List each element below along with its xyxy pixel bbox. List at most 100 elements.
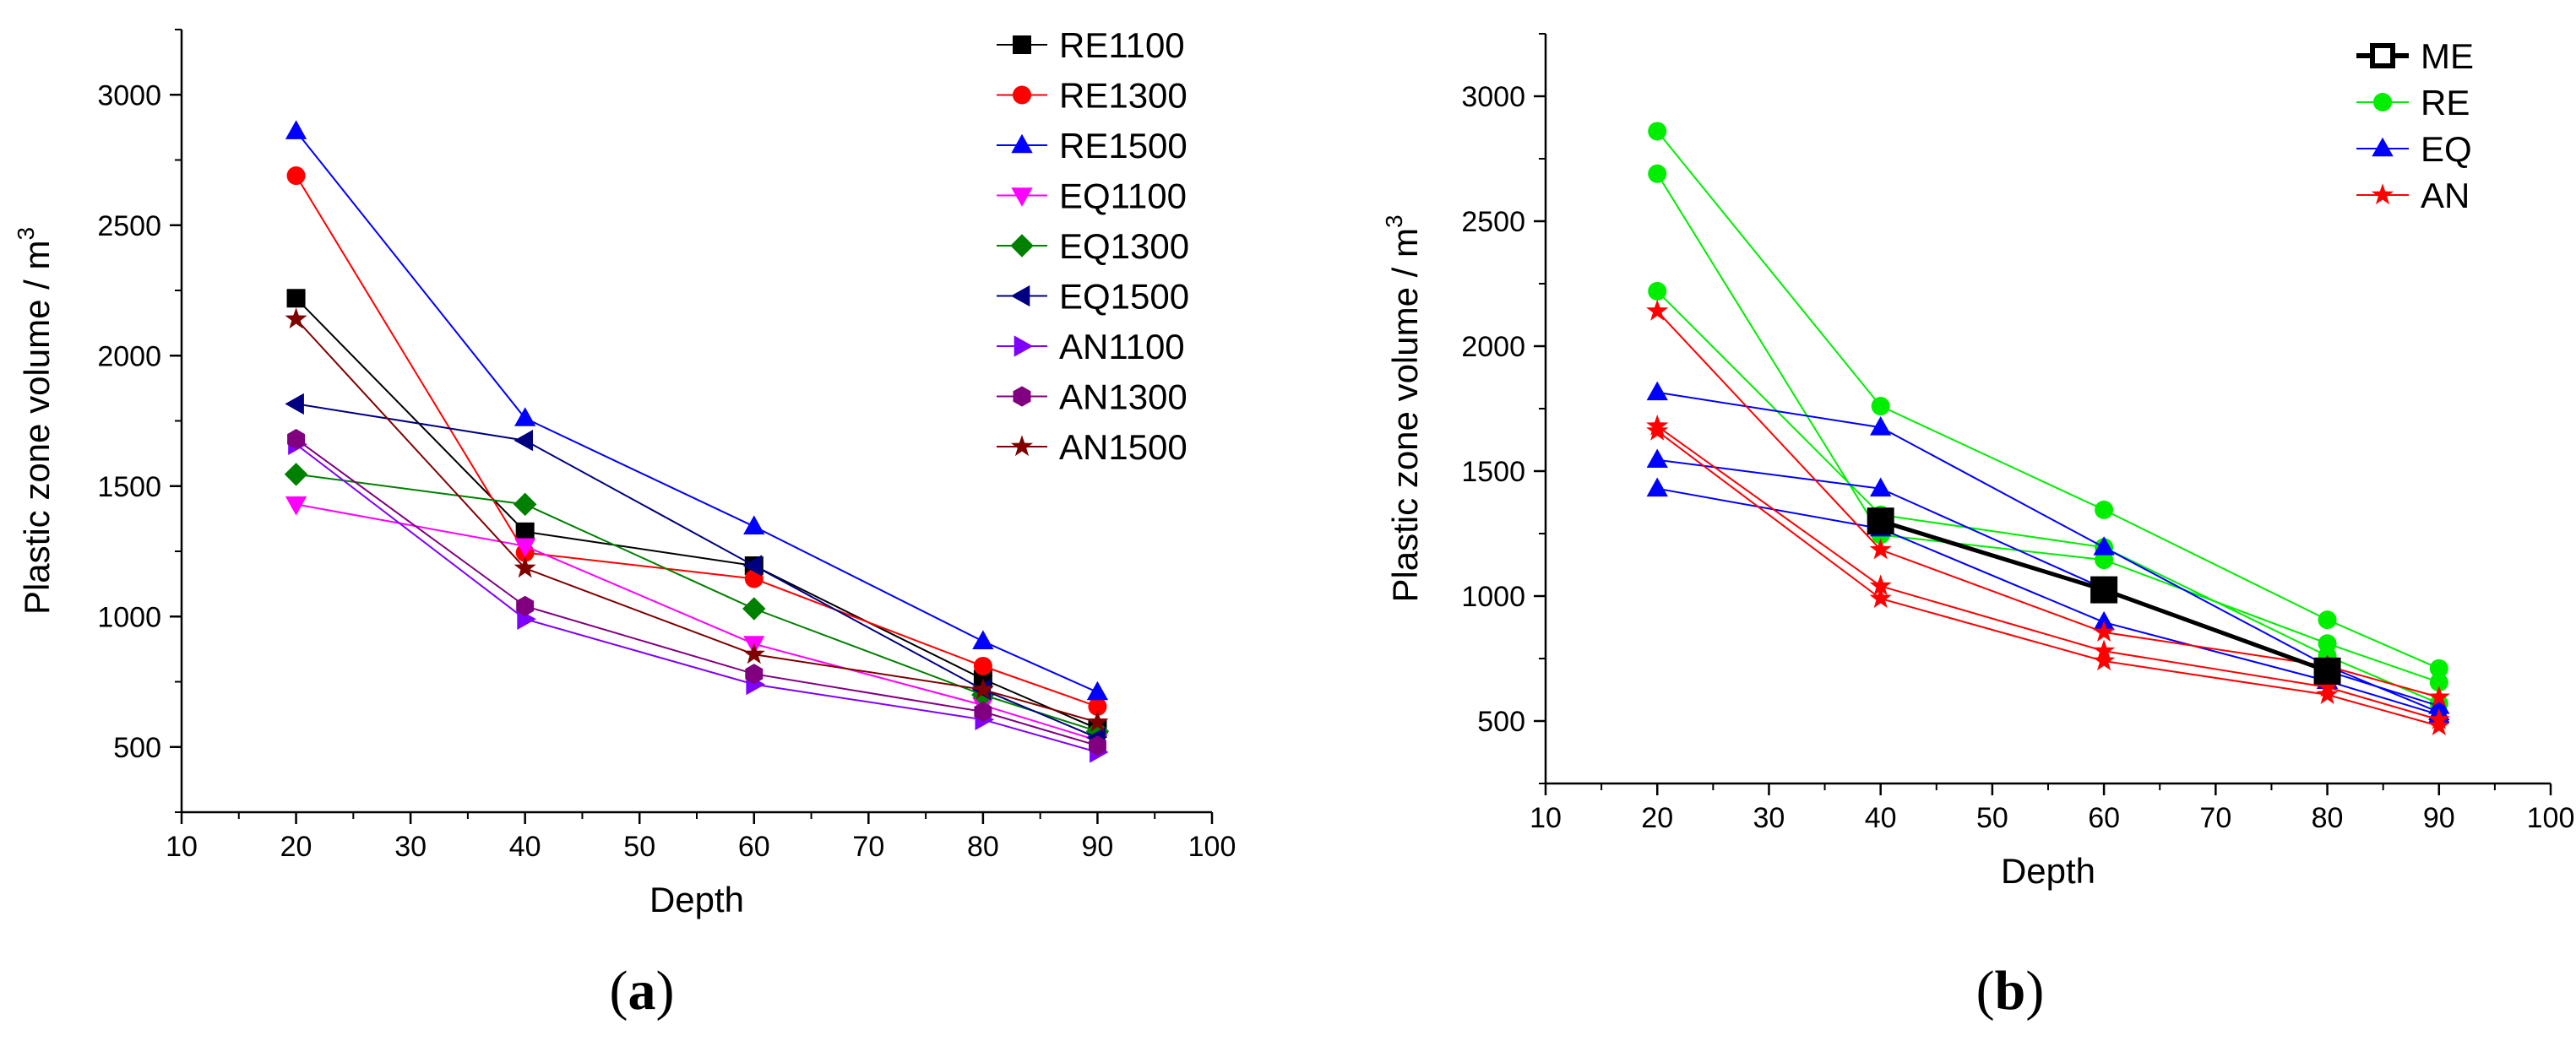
y-tick-label: 1000 bbox=[1461, 581, 1525, 613]
legend-marker-an1500 bbox=[1010, 435, 1034, 457]
legend-marker-eq bbox=[2372, 137, 2394, 157]
y-axis-title-superscript: 3 bbox=[13, 227, 39, 241]
series-line-re bbox=[1656, 130, 2440, 670]
x-tick-label: 20 bbox=[1641, 802, 1673, 834]
series-re1500 bbox=[285, 120, 1109, 701]
x-tick-label: 20 bbox=[280, 831, 312, 863]
data-point-an bbox=[2316, 675, 2339, 697]
data-point-re1300 bbox=[1088, 697, 1107, 716]
data-point-an1500 bbox=[514, 556, 536, 578]
chart-b: 10 20 30 40 50 60 70 80 90 100 500 1000 1500 2000 2500… bbox=[1381, 33, 2574, 891]
panel-label-b: (b) bbox=[1976, 960, 2045, 1022]
legend-marker-eq1300 bbox=[1010, 234, 1034, 258]
data-point-re bbox=[1648, 122, 1667, 141]
series-an bbox=[1646, 299, 2450, 735]
data-point-eq bbox=[1870, 416, 1892, 436]
data-point-an bbox=[1869, 538, 1892, 560]
data-point-an bbox=[2316, 683, 2339, 704]
data-point-an1300 bbox=[1089, 735, 1106, 756]
legend-marker-re1300 bbox=[1013, 85, 1031, 105]
data-point-me bbox=[2090, 576, 2118, 604]
x-tick-label: 10 bbox=[166, 831, 198, 863]
data-point-eq bbox=[1646, 448, 1668, 468]
x-tick-label: 90 bbox=[1082, 831, 1114, 863]
data-point-re1500 bbox=[972, 630, 994, 649]
data-point-re1500 bbox=[514, 407, 536, 426]
y-tick-label: 500 bbox=[113, 732, 161, 764]
legend-label-an1100: AN1100 bbox=[1059, 327, 1185, 366]
data-point-eq bbox=[1646, 477, 1668, 497]
x-tick-label: 70 bbox=[2199, 802, 2231, 834]
data-point-re1500 bbox=[285, 120, 307, 139]
data-point-eq1300 bbox=[284, 463, 308, 486]
x-axis-title: Depth bbox=[649, 880, 744, 919]
legend-label-an: AN bbox=[2421, 176, 2470, 215]
data-point-an1500 bbox=[285, 307, 307, 329]
data-point-an1300 bbox=[287, 429, 305, 450]
series-re bbox=[1648, 122, 2448, 713]
data-point-eq bbox=[2093, 536, 2115, 556]
x-tick-label: 50 bbox=[623, 831, 655, 863]
data-point-an bbox=[1869, 587, 1892, 609]
x-tick-label: 60 bbox=[2088, 802, 2120, 834]
data-point-an bbox=[2093, 649, 2116, 671]
y-tick-label: 2500 bbox=[1461, 206, 1525, 238]
data-point-re1300 bbox=[286, 166, 306, 186]
legend-marker-re1500 bbox=[1011, 133, 1033, 154]
data-point-re bbox=[2318, 634, 2337, 653]
data-point-re bbox=[2429, 673, 2448, 692]
data-point-eq bbox=[2093, 610, 2115, 631]
data-point-re bbox=[2429, 659, 2448, 678]
legend-label-re: RE bbox=[2421, 83, 2470, 122]
x-tick-label: 70 bbox=[852, 831, 884, 863]
data-point-eq1100 bbox=[285, 496, 307, 516]
legend-marker-eq1500 bbox=[1010, 285, 1030, 307]
data-point-an1500 bbox=[742, 642, 765, 664]
x-tick-label: 40 bbox=[509, 831, 541, 863]
series-an1300 bbox=[287, 429, 1106, 756]
x-tick-label: 10 bbox=[1530, 802, 1562, 834]
chart-a: 10 20 30 40 50 60 70 80 90 100 500 1000 1500 2000 2500… bbox=[13, 25, 1236, 919]
data-point-an1500 bbox=[971, 678, 994, 699]
data-point-an1300 bbox=[745, 664, 764, 685]
legend-label-re1300: RE1300 bbox=[1059, 76, 1187, 116]
series-eq1300 bbox=[284, 463, 1110, 743]
data-point-eq bbox=[1646, 381, 1668, 401]
series-line-re bbox=[1656, 173, 2440, 684]
legend-label-an1500: AN1500 bbox=[1059, 427, 1187, 467]
x-tick-label: 90 bbox=[2423, 802, 2455, 834]
legend-label-an1300: AN1300 bbox=[1059, 377, 1187, 417]
y-tick-label: 3000 bbox=[1461, 81, 1525, 113]
data-point-eq bbox=[1870, 477, 1892, 497]
data-point-eq1100 bbox=[514, 538, 536, 557]
data-point-an bbox=[2427, 686, 2450, 707]
series-an1500 bbox=[285, 307, 1109, 732]
data-point-eq1500 bbox=[514, 430, 533, 452]
x-tick-label: 30 bbox=[394, 831, 427, 863]
x-tick-label: 50 bbox=[1976, 802, 2008, 834]
series-line-re1300 bbox=[295, 175, 1098, 708]
data-point-me bbox=[1867, 507, 1894, 535]
data-point-an bbox=[2093, 621, 2116, 642]
y-axis-title: Plastic zone volume / m3 bbox=[13, 227, 57, 615]
y-tick-label: 1000 bbox=[97, 601, 161, 633]
legend-marker-eq1100 bbox=[1011, 187, 1033, 207]
data-point-eq1500 bbox=[285, 393, 304, 415]
panel-label-a: (a) bbox=[610, 960, 675, 1022]
x-tick-label: 80 bbox=[2312, 802, 2344, 834]
y-tick-label: 1500 bbox=[1461, 456, 1525, 488]
data-point-re1500 bbox=[743, 515, 765, 534]
data-point-eq1300 bbox=[742, 597, 766, 621]
data-point-me bbox=[2313, 657, 2341, 685]
legend-marker-re1100 bbox=[1013, 35, 1031, 54]
data-point-re bbox=[1648, 281, 1667, 301]
data-point-an1300 bbox=[516, 595, 535, 616]
x-axis-title: Depth bbox=[2001, 851, 2095, 891]
data-point-re bbox=[1871, 397, 1890, 416]
legend-marker-re bbox=[2373, 93, 2392, 111]
data-point-re1100 bbox=[286, 289, 306, 308]
data-point-re bbox=[2095, 500, 2114, 519]
x-tick-label: 60 bbox=[738, 831, 770, 863]
legend-label-eq: EQ bbox=[2421, 129, 2472, 169]
data-point-an bbox=[2427, 714, 2450, 735]
